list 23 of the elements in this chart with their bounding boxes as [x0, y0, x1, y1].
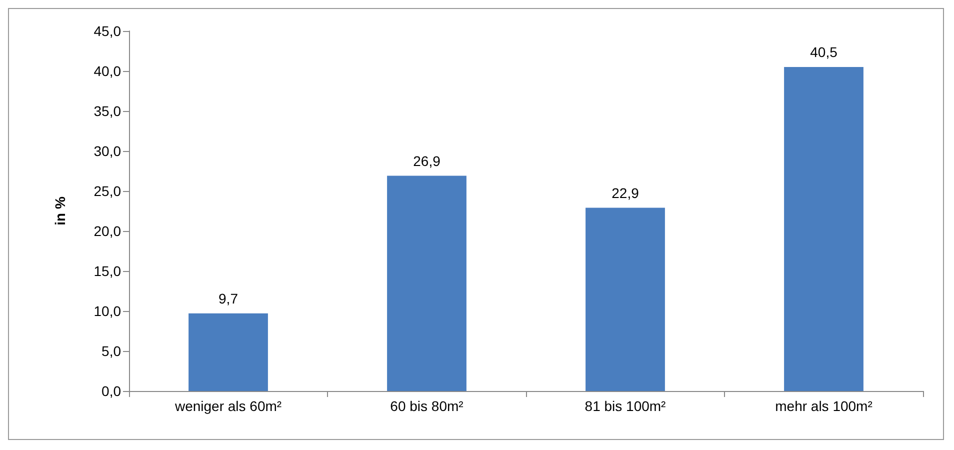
data-label: 22,9 [612, 184, 640, 201]
x-tick-label: 81 bis 100m² [584, 398, 666, 414]
data-label: 26,9 [413, 152, 441, 169]
y-tick-label: 5,0 [102, 343, 122, 359]
y-tick-label: 10,0 [94, 303, 122, 319]
y-tick-label: 15,0 [94, 263, 122, 279]
y-tick-label: 35,0 [94, 103, 122, 119]
y-axis-title: in % [52, 196, 68, 226]
bar [784, 67, 864, 391]
y-tick-label: 25,0 [94, 183, 122, 199]
bar [188, 313, 268, 391]
x-tick-label: weniger als 60m² [174, 398, 282, 414]
x-tick-label: 60 bis 80m² [390, 398, 464, 414]
bar [586, 208, 665, 391]
y-tick-label: 40,0 [94, 63, 122, 79]
data-label: 40,5 [810, 44, 838, 60]
data-label: 9,7 [218, 290, 238, 306]
x-tick-label: mehr als 100m² [775, 398, 873, 414]
y-tick-label: 45,0 [94, 23, 122, 39]
y-tick-label: 30,0 [94, 143, 122, 159]
y-tick-label: 0,0 [102, 383, 122, 399]
y-tick-label: 20,0 [94, 223, 122, 239]
bar [387, 176, 466, 391]
